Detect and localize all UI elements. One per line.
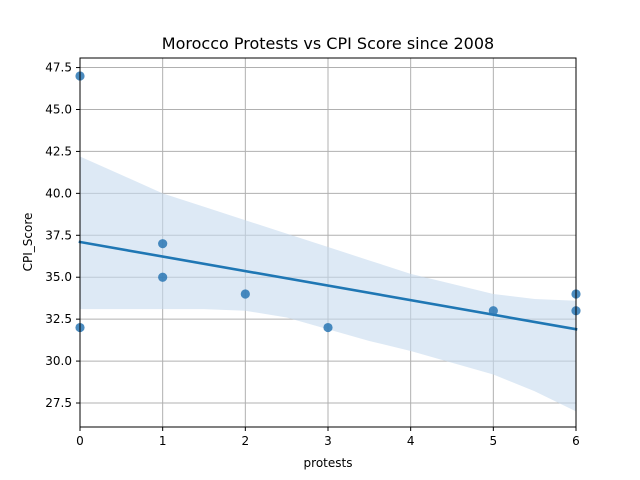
y-tick-label: 27.5 [45,396,72,410]
x-tick-label: 4 [407,434,415,448]
confidence-interval-band [80,156,576,412]
y-tick-label: 47.5 [45,61,72,75]
y-axis-label: CPI_Score [21,213,35,272]
data-point [158,239,168,249]
data-point [158,272,168,282]
y-tick-label: 40.0 [45,186,72,200]
x-tick-label: 2 [242,434,250,448]
y-tick-label: 37.5 [45,228,72,242]
y-tick-label: 32.5 [45,312,72,326]
x-tick-label: 3 [324,434,332,448]
y-tick-label: 45.0 [45,102,72,116]
x-tick-label: 5 [490,434,498,448]
data-point [323,322,333,333]
x-tick-label: 0 [76,434,84,448]
x-tick-label: 1 [159,434,167,448]
x-axis-label: protests [304,456,353,470]
x-axis-ticks: 0 1 2 3 4 5 6 [76,427,580,448]
y-tick-label: 42.5 [45,144,72,158]
chart-title: Morocco Protests vs CPI Score since 2008 [162,34,494,53]
y-axis-ticks: 27.5 30.0 32.5 35.0 37.5 40.0 42.5 45.0 47.5 [45,61,80,410]
data-point [488,306,498,316]
confidence-band-layer [80,156,576,412]
data-point [240,289,250,299]
y-tick-label: 30.0 [45,354,72,368]
x-tick-label: 6 [572,434,580,448]
y-tick-label: 35.0 [45,270,72,284]
